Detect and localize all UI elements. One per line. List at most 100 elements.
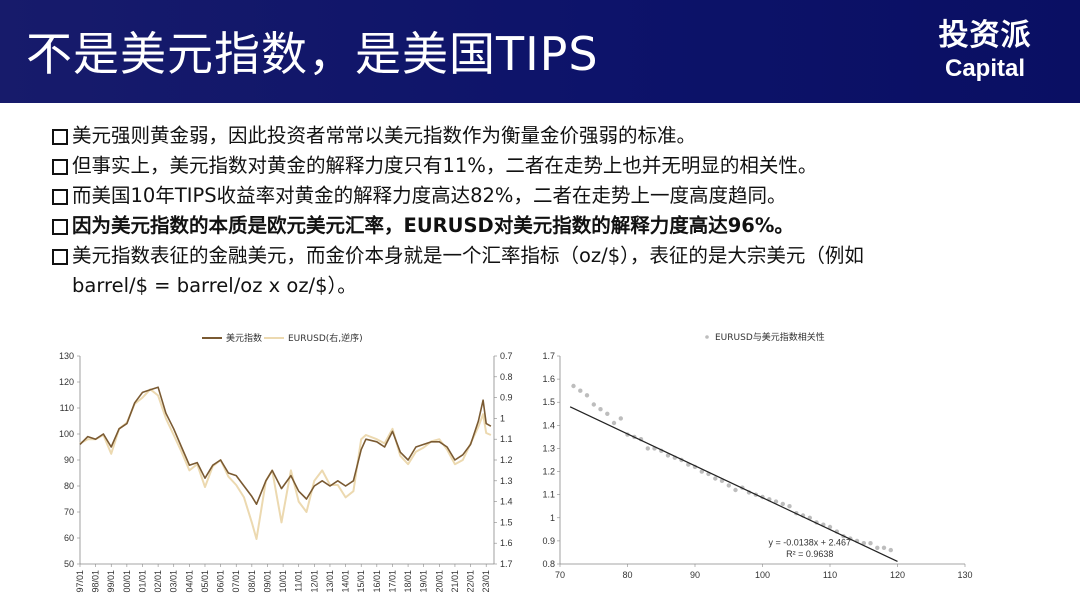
slide-title: 不是美元指数，是美国TIPS <box>26 27 599 81</box>
x-tick-label: 07/01 <box>231 570 241 593</box>
bullet-text: 美元指数表征的金融美元，而金价本身就是一个汇率指标（oz/$），表征的是大宗美元… <box>72 244 864 297</box>
scatter-point <box>726 483 731 488</box>
scatter-chart-svg: EURUSD与美元指数相关性 0.8 0.9 1 1.1 1.2 1.3 1.4 1.5 1.6 1… <box>542 331 972 580</box>
eurusd-usd-scatter-chart: EURUSD与美元指数相关性 0.8 0.9 1 1.1 1.2 1.3 1.4 1.5 1.6 1… <box>535 326 980 594</box>
scatter-point <box>827 524 833 530</box>
x-tick-label: 14/01 <box>341 570 351 593</box>
x-tick-label: 02/01 <box>153 570 163 593</box>
bullet-text: 因为美元指数的本质是欧元美元汇率，EURUSD对美元指数的解释力度高达96%。 <box>72 214 794 237</box>
series-line-eurusd <box>79 388 492 540</box>
scatter-point <box>665 453 671 458</box>
x-tick-label: 80 <box>622 570 632 580</box>
bullet-item: 美元指数表征的金融美元，而金价本身就是一个汇率指标（oz/$），表征的是大宗美元… <box>52 241 932 301</box>
x-tick-label: 11/01 <box>294 570 304 592</box>
series-line-usd-index <box>79 386 492 505</box>
scatter-point <box>875 545 880 550</box>
x-tick-label: 22/01 <box>466 570 476 593</box>
y-tick-label-left: 120 <box>59 377 74 387</box>
scatter-point <box>713 476 718 481</box>
x-tick-label: 90 <box>690 570 700 580</box>
bullet-item: 而美国10年TIPS收益率对黄金的解释力度高达82%，二者在走势上一度高度趋同。 <box>52 181 952 211</box>
bullet-item: 因为美元指数的本质是欧元美元汇率，EURUSD对美元指数的解释力度高达96%。 <box>52 211 952 241</box>
x-tick-label: 15/01 <box>356 570 366 593</box>
legend-marker <box>705 335 709 339</box>
usd-index-vs-eurusd-chart: 美元指数 EURUSD(右,逆序) 130 120 110 100 90 80 70 60 50 0.… <box>52 326 527 594</box>
y-tick-label: 1.4 <box>542 420 555 430</box>
y-tick-label-right: 1.5 <box>500 517 513 527</box>
logo-text-cn: 投资派 <box>938 18 1032 53</box>
y-tick-label-left: 80 <box>64 481 74 491</box>
y-tick-label-right: 1.2 <box>500 455 513 465</box>
line-chart-svg: 美元指数 EURUSD(右,逆序) 130 120 110 100 90 80 70 60 50 0.… <box>59 332 513 593</box>
x-tick-label: 10/01 <box>278 570 288 593</box>
scatter-point <box>780 501 785 507</box>
x-tick-label: 09/01 <box>262 570 272 593</box>
y-tick-label: 1.7 <box>542 351 555 361</box>
x-tick-label: 120 <box>890 570 905 580</box>
y-tick-label: 0.9 <box>542 536 555 546</box>
y-tick-label-left: 100 <box>59 429 74 439</box>
x-tick-label: 01/01 <box>137 570 147 593</box>
bullet-item: 美元强则黄金弱，因此投资者常常以美元指数作为衡量金价强弱的标准。 <box>52 121 952 151</box>
x-tick-label: 18/01 <box>403 570 413 593</box>
x-tick-label: 20/01 <box>434 570 444 593</box>
checkbox-bullet-icon <box>52 189 68 205</box>
x-tick-label: 110 <box>823 570 837 580</box>
y-tick-label-left: 110 <box>60 403 74 413</box>
checkbox-bullet-icon <box>52 159 68 175</box>
y-tick-label-right: 1.3 <box>500 476 513 486</box>
scatter-point <box>773 499 779 504</box>
x-tick-label: 00/01 <box>122 570 132 593</box>
title-banner: 不是美元指数，是美国TIPS 投资派 Capital <box>0 0 1080 103</box>
scatter-point <box>787 504 792 509</box>
bullet-item: 但事实上，美元指数对黄金的解释力度只有11%，二者在走势上也并无明显的相关性。 <box>52 151 952 181</box>
r-squared-label: R² = 0.9638 <box>786 549 833 559</box>
x-tick-label: 100 <box>755 570 770 580</box>
y-tick-label-right: 0.9 <box>500 393 513 403</box>
scatter-point <box>861 541 866 546</box>
scatter-point <box>611 420 617 426</box>
x-tick-label: 98/01 <box>91 570 101 593</box>
checkbox-bullet-icon <box>52 129 68 145</box>
y-tick-label-right: 1.4 <box>500 497 513 507</box>
y-tick-label-left: 130 <box>59 351 74 361</box>
x-tick-label: 03/01 <box>169 570 179 593</box>
x-tick-label: 21/01 <box>450 570 460 593</box>
bullet-list: 美元强则黄金弱，因此投资者常常以美元指数作为衡量金价强弱的标准。 但事实上，美元… <box>52 121 952 301</box>
scatter-point <box>578 388 583 393</box>
trendline-equation: y = -0.0138x + 2.467 <box>768 538 851 548</box>
x-tick-label: 23/01 <box>481 570 491 593</box>
checkbox-bullet-icon <box>52 219 68 235</box>
scatter-point <box>881 545 887 550</box>
x-tick-label: 12/01 <box>309 570 319 593</box>
x-tick-label: 99/01 <box>106 570 116 593</box>
bullet-text: 但事实上，美元指数对黄金的解释力度只有11%，二者在走势上也并无明显的相关性。 <box>72 154 818 177</box>
scatter-point <box>571 383 576 389</box>
y-tick-label: 0.8 <box>542 559 555 569</box>
legend-label: 美元指数 <box>226 332 262 344</box>
y-tick-label-left: 70 <box>64 507 74 517</box>
x-tick-label: 13/01 <box>325 570 335 593</box>
checkbox-bullet-icon <box>52 249 68 265</box>
y-tick-label-right: 0.7 <box>500 351 513 361</box>
y-tick-label-right: 1 <box>500 413 505 423</box>
trendline <box>569 406 898 563</box>
legend-label: EURUSD(右,逆序) <box>288 332 363 344</box>
scatter-point <box>591 402 596 407</box>
x-tick-label: 97/01 <box>75 570 85 593</box>
scatter-point <box>888 547 893 553</box>
x-tick-label: 19/01 <box>419 570 429 593</box>
x-tick-label: 17/01 <box>387 570 397 593</box>
x-tick-label: 130 <box>957 570 972 580</box>
y-tick-label: 1.6 <box>542 374 555 384</box>
y-tick-label-right: 1.7 <box>500 559 513 569</box>
x-tick-label: 05/01 <box>200 570 210 593</box>
scatter-point <box>618 416 623 421</box>
logo: 投资派 Capital <box>930 18 1040 84</box>
x-tick-label: 16/01 <box>372 570 382 593</box>
y-tick-label-left: 60 <box>64 533 74 543</box>
scatter-point <box>733 487 738 493</box>
y-tick-label-left: 90 <box>64 455 74 465</box>
y-tick-label: 1 <box>550 513 555 523</box>
y-tick-label: 1.1 <box>542 490 555 500</box>
